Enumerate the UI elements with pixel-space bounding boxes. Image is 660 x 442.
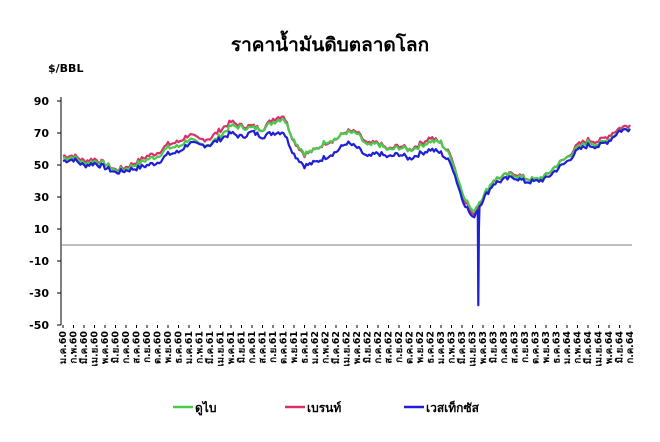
x-tick-label: เม.ย.61 [216, 331, 227, 367]
legend-label-1: เบรนท์ [307, 401, 341, 415]
x-tick-label: ก.ย.63 [520, 331, 531, 363]
x-tick-label: พ.ค.64 [604, 331, 615, 364]
x-tick-label: มี.ค.64 [582, 331, 594, 364]
legend-label-2: เวสเท็กซัส [426, 400, 480, 415]
x-tick-label: ธ.ค.61 [300, 331, 311, 364]
x-tick-label: ส.ค.63 [510, 331, 521, 364]
x-tick-label: ธ.ค.63 [552, 331, 563, 364]
x-tick-label: ต.ค.60 [153, 331, 164, 364]
x-tick-label: ก.ค.60 [121, 331, 132, 364]
x-tick-label: พ.ค.63 [478, 331, 489, 364]
y-tick-label: -10 [29, 255, 49, 268]
x-tick-label: ม.ค.63 [436, 331, 447, 364]
x-tick-label: ก.ค.64 [625, 331, 636, 364]
x-tick-label: มี.ค.63 [456, 331, 468, 364]
x-tick-label: พ.ค.62 [352, 331, 363, 364]
y-tick-label: 90 [34, 95, 50, 108]
x-tick-label: ก.ย.61 [268, 331, 279, 363]
x-tick-label: ม.ค.62 [310, 331, 321, 364]
x-tick-label: เม.ย.64 [594, 331, 605, 367]
x-tick-label: ก.ค.63 [499, 331, 510, 364]
x-tick-label: ก.ย.60 [142, 331, 153, 363]
x-tick-label: ก.พ.64 [573, 331, 584, 364]
x-tick-label: ส.ค.60 [132, 331, 143, 364]
series-line-2 [62, 128, 631, 307]
x-tick-label: ก.พ.61 [195, 331, 206, 363]
series-line-0 [62, 118, 631, 213]
y-tick-label: -30 [29, 287, 49, 300]
x-tick-label: ม.ค.64 [562, 331, 573, 364]
x-tick-label: ต.ค.61 [279, 331, 290, 364]
x-tick-label: ธ.ค.60 [174, 331, 185, 364]
x-tick-label: ก.พ.62 [321, 331, 332, 363]
x-tick-label: มี.ค.62 [330, 331, 342, 364]
y-tick-label: 50 [34, 159, 50, 172]
x-tick-label: พ.ย.62 [415, 331, 426, 363]
chart-title: ราคาน้ำมันดิบตลาดโลก [230, 34, 430, 56]
x-tick-label: พ.ย.60 [163, 331, 174, 364]
x-tick-label: ก.พ.63 [447, 331, 458, 363]
y-tick-label: 30 [34, 191, 50, 204]
x-tick-label: มี.ค.60 [78, 331, 90, 364]
x-tick-label: มิ.ย.64 [615, 331, 626, 364]
y-tick-label: 10 [34, 223, 50, 236]
x-tick-label: พ.ย.63 [541, 331, 552, 363]
y-tick-label: -50 [29, 319, 49, 332]
x-tick-label: มี.ค.61 [204, 331, 216, 364]
x-tick-label: ต.ค.63 [531, 331, 542, 364]
x-tick-label: ม.ค.61 [184, 331, 195, 364]
x-tick-label: ก.ค.62 [373, 331, 384, 364]
x-tick-label: ก.พ.60 [69, 331, 80, 364]
x-tick-label: มิ.ย.60 [111, 331, 122, 364]
x-tick-label: พ.ค.61 [226, 331, 237, 364]
y-tick-label: 70 [34, 127, 50, 140]
x-tick-label: พ.ค.60 [100, 331, 111, 364]
x-tick-label: มิ.ย.63 [489, 331, 500, 363]
x-tick-label: เม.ย.62 [342, 331, 353, 367]
x-tick-label: ต.ค.62 [405, 331, 416, 364]
x-tick-label: ม.ค.60 [58, 331, 69, 364]
x-tick-label: มิ.ย.62 [363, 331, 374, 363]
x-tick-label: ก.ค.61 [247, 331, 258, 364]
x-tick-label: มิ.ย.61 [237, 331, 248, 363]
x-tick-label: ส.ค.62 [384, 331, 395, 364]
x-tick-label: ส.ค.61 [258, 331, 269, 364]
x-tick-label: เม.ย.60 [90, 331, 101, 367]
x-tick-label: พ.ย.61 [289, 331, 300, 363]
x-tick-label: ธ.ค.62 [426, 331, 437, 364]
x-tick-label: ก.ย.62 [394, 331, 405, 363]
x-tick-label: เม.ย.63 [468, 331, 479, 367]
y-axis-unit-label: $/BBL [48, 62, 84, 75]
legend-label-0: ดูไบ [195, 400, 216, 416]
